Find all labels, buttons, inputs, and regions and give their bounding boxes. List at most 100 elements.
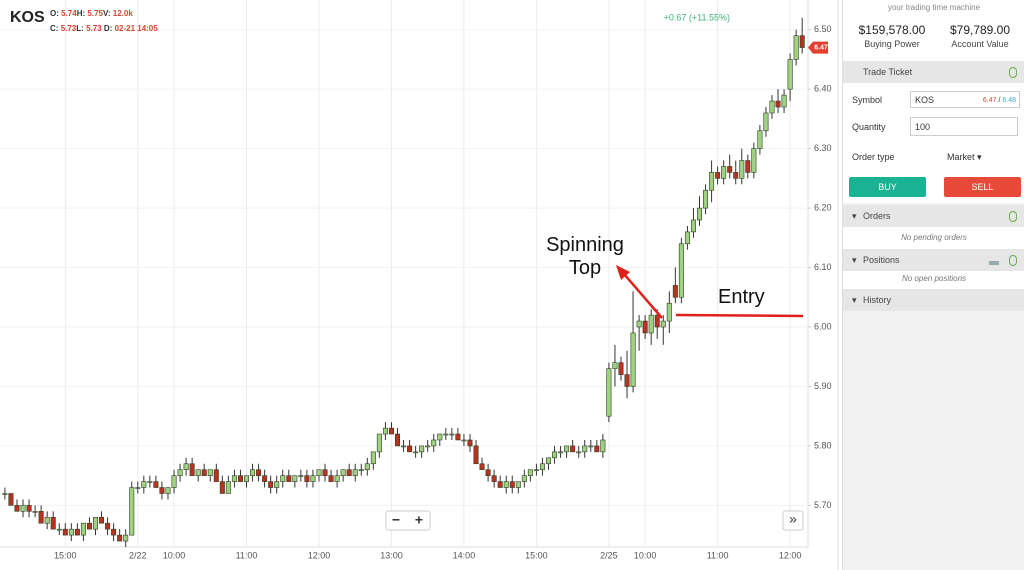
candle-body xyxy=(99,516,105,524)
candle-body xyxy=(600,439,606,453)
candle-body xyxy=(721,166,727,179)
candle-body xyxy=(515,481,521,488)
candle-body xyxy=(50,516,56,530)
symbol: KOS xyxy=(915,95,935,105)
icon xyxy=(1009,67,1017,78)
x-tick-label: 11:00 xyxy=(707,550,729,560)
scroll-box xyxy=(782,510,804,531)
candle-body xyxy=(262,475,268,482)
x-tick-label: 12:00 xyxy=(308,550,331,560)
candle-body xyxy=(467,439,473,447)
value: 02-21 14:05 xyxy=(114,24,158,33)
candle-body xyxy=(491,475,497,482)
candle-body xyxy=(654,314,660,328)
candle-body xyxy=(340,469,346,476)
buy-button[interactable]: BUY xyxy=(849,177,926,197)
symbol-input[interactable]: KOS 6.47 / 6.48 xyxy=(910,91,1020,108)
candle-body xyxy=(14,505,20,512)
candle-body xyxy=(799,35,805,48)
annotation: Spinning Top xyxy=(546,234,624,279)
candle-body xyxy=(364,463,370,471)
x-tick-label: 12:00 xyxy=(779,550,802,560)
caret: ▾ xyxy=(852,255,857,265)
last-price-tag xyxy=(808,41,828,54)
candle-body xyxy=(479,463,485,471)
candle-body xyxy=(733,172,739,179)
sell-button[interactable]: SELL xyxy=(944,177,1021,197)
order-type[interactable]: Market ▾ xyxy=(947,152,982,162)
candle-body xyxy=(68,528,74,536)
candle-body xyxy=(183,463,189,471)
candle-body xyxy=(153,481,159,488)
section-header[interactable]: ▾ History xyxy=(843,289,1024,311)
zoom-in[interactable]: + xyxy=(415,512,423,528)
x-tick-label: 10:00 xyxy=(634,550,657,560)
x-tick-label: 14:00 xyxy=(453,550,476,560)
arrow-head xyxy=(616,265,630,280)
y-tick-label: 5.80 xyxy=(814,440,832,450)
candle-body xyxy=(576,451,582,454)
zoom-out[interactable]: − xyxy=(392,512,400,528)
candle-body xyxy=(666,302,672,322)
chart: 5.70 5.80 5.90 6.00 6.10 6.20 6.30 6.40 6.50 15:0… xyxy=(0,0,839,570)
tagline: your trading time machine xyxy=(887,3,981,12)
candle-body xyxy=(388,427,394,435)
label: C: xyxy=(50,24,59,33)
label: L: xyxy=(76,24,84,33)
candle-body xyxy=(672,285,678,298)
candle-body xyxy=(80,522,86,536)
candle-body xyxy=(207,469,213,476)
scroll-end[interactable]: » xyxy=(789,511,797,527)
candle-body xyxy=(250,469,256,476)
candle-body xyxy=(56,528,62,531)
section-header[interactable]: ▾ Positions xyxy=(843,249,1024,271)
candle-body xyxy=(449,433,455,436)
candle-body xyxy=(727,166,733,173)
quote-row: O: 5.74H: 5.75V: 12.0k xyxy=(50,9,133,18)
candle-body xyxy=(497,481,503,488)
plot: 5.70 5.80 5.90 6.00 6.10 6.20 6.30 6.40 6.50 15:0… xyxy=(0,0,832,560)
change-label: +0.67 (+11.55%) xyxy=(664,12,730,22)
candle-body xyxy=(165,487,171,494)
x-tick-label: 15:00 xyxy=(54,550,77,560)
candle-body xyxy=(775,100,781,108)
candle-body xyxy=(304,475,310,482)
zoom-box xyxy=(385,510,431,531)
candle-body xyxy=(117,534,123,542)
candle-body xyxy=(213,469,219,482)
account-value: $79,789.00 xyxy=(949,23,1011,37)
candle-body xyxy=(159,487,165,494)
candle-body xyxy=(8,493,14,506)
field-label: Symbol xyxy=(852,95,883,105)
candle-body xyxy=(558,451,564,454)
icon xyxy=(1009,255,1017,266)
candle-body xyxy=(256,469,262,476)
candle-body xyxy=(407,445,413,453)
candle-body xyxy=(606,368,612,417)
caret: ▾ xyxy=(852,211,857,221)
candle-body xyxy=(431,439,437,447)
positions-panel xyxy=(843,271,1024,289)
candle-body xyxy=(763,112,769,132)
candle-body xyxy=(268,481,274,488)
candle-body xyxy=(612,362,618,369)
candle-body xyxy=(660,320,666,328)
candle-body xyxy=(177,469,183,476)
empty-note: No open positions xyxy=(901,274,967,283)
orders-panel xyxy=(843,227,1024,249)
section-header[interactable]: Trade Ticket xyxy=(843,61,1024,83)
candle-body xyxy=(32,511,38,513)
candle-body xyxy=(787,59,793,90)
quantity-input[interactable]: 100 xyxy=(910,117,1018,136)
candle-body xyxy=(709,172,715,191)
section-header[interactable]: ▾ Orders xyxy=(843,205,1024,227)
account-value-label: Account Value xyxy=(951,39,1009,49)
y-tick-label: 6.20 xyxy=(814,202,832,212)
candle-body xyxy=(310,475,316,482)
candle-body xyxy=(703,189,709,209)
x-tick-label: 10:00 xyxy=(163,550,186,560)
buying-power: $159,578.00 xyxy=(858,23,926,37)
label: O: xyxy=(50,9,59,18)
candle-body xyxy=(26,505,32,512)
candle-body xyxy=(74,528,80,536)
